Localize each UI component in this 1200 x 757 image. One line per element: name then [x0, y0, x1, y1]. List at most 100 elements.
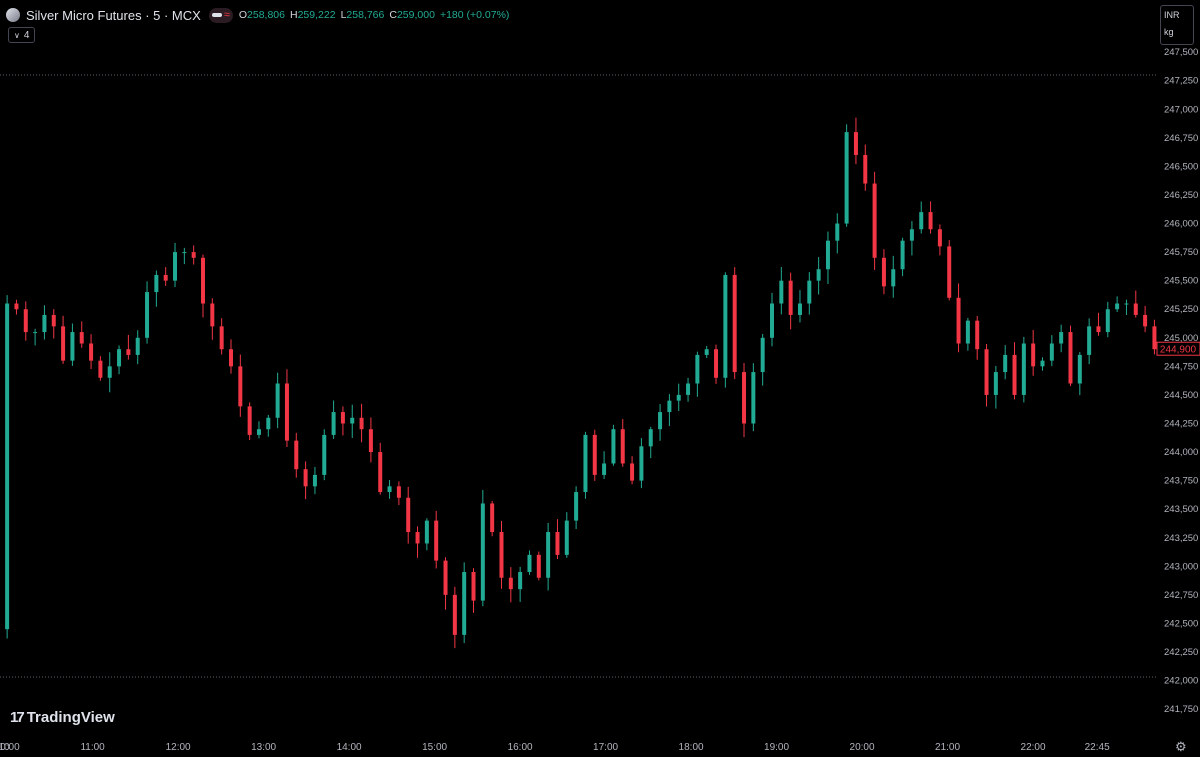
candle-body [1143, 314, 1148, 327]
price-tick-label: 245,000 [1164, 333, 1198, 344]
candle-body [1040, 360, 1045, 367]
status-tags[interactable]: ≈ [208, 7, 233, 23]
symbol-title[interactable]: Silver Micro Futures · 5 · MCX [26, 7, 201, 23]
candle-body [937, 229, 942, 247]
currency-label[interactable]: INR [1164, 10, 1180, 20]
candle-body [1003, 354, 1008, 373]
candle-body [639, 446, 644, 481]
candle-body [676, 394, 681, 401]
candle-body [742, 372, 747, 424]
candle-body [1133, 303, 1138, 315]
minus-icon [211, 13, 222, 17]
candle-body [266, 417, 271, 430]
price-tick-label: 246,250 [1164, 190, 1198, 201]
candle-body [574, 492, 579, 521]
candle-body [42, 314, 47, 333]
candle-body [191, 252, 196, 258]
candle-body [452, 594, 457, 635]
price-axis[interactable]: 241,750 242,000 242,250 242,500 242,750 243,0… [1164, 47, 1198, 715]
time-tick-label: 14:00 [337, 742, 362, 753]
indicators-toggle[interactable]: ∨ 4 [8, 27, 36, 43]
candle-body [602, 463, 607, 475]
candle-body [853, 132, 858, 155]
tradingview-logo[interactable]: 17 TradingView [10, 709, 115, 726]
candle-body [648, 429, 653, 447]
candle-body [816, 269, 821, 281]
candle-body [322, 434, 327, 475]
candle-body [965, 320, 970, 344]
candle-body [723, 274, 728, 378]
candle-body [368, 429, 373, 453]
time-tick-label: 16:00 [508, 742, 533, 753]
candle-body [732, 274, 737, 373]
candle-body [919, 212, 924, 230]
price-tick-label: 243,500 [1164, 504, 1198, 515]
candle-body [928, 212, 933, 230]
candle-body [583, 434, 588, 493]
candle-body [1049, 343, 1054, 361]
ohlc-open-label: O [238, 9, 248, 21]
candle-body [145, 292, 150, 338]
time-tick-label: 18:00 [679, 742, 704, 753]
candle-body [490, 503, 495, 533]
candle-body [630, 463, 635, 481]
candle-body [1152, 326, 1157, 350]
candle-body [173, 252, 178, 281]
candle-body [975, 320, 980, 350]
unit-label[interactable]: kg [1164, 27, 1174, 37]
candle-body [378, 452, 383, 493]
candle-body [499, 532, 504, 578]
candle-body [350, 417, 355, 424]
candle-body [256, 429, 261, 435]
candle-body [704, 349, 709, 355]
candle-body [312, 474, 317, 487]
candle-body [546, 532, 551, 578]
price-tick-label: 244,000 [1164, 447, 1198, 458]
candle-body [1031, 343, 1036, 367]
candle-body [23, 309, 28, 333]
candle-body [126, 349, 131, 355]
ohlc-open-value: 258,806 [247, 9, 285, 21]
candle-body [51, 314, 56, 327]
ohlc-close-value: 259,000 [396, 9, 435, 21]
candle-body [1059, 332, 1064, 344]
candle-body [5, 303, 10, 630]
candle-body [275, 383, 280, 418]
time-tick-label: 19:00 [764, 742, 789, 753]
candle-body [797, 303, 802, 315]
price-tick-label: 247,000 [1164, 104, 1198, 115]
candle-body [359, 417, 364, 430]
candle-body [769, 303, 774, 338]
price-tick-label: 245,750 [1164, 247, 1198, 258]
ohlc-high-value: 259,222 [297, 9, 336, 21]
candle-body [760, 337, 765, 373]
candle-body [303, 469, 308, 487]
ohlc-low-label: L [340, 9, 347, 21]
candle-body [70, 332, 75, 361]
axis-unit-box[interactable]: INR kg [1160, 5, 1194, 45]
candle-body [107, 366, 112, 378]
candle-body [219, 326, 224, 350]
candle-body [1115, 303, 1120, 310]
candle-body [89, 343, 94, 361]
price-tick-label: 243,000 [1164, 561, 1198, 572]
time-tick-label: 17:00 [593, 742, 618, 753]
candle-body [592, 434, 597, 475]
gear-icon[interactable]: ⚙ [1175, 739, 1187, 754]
candle-body [835, 223, 840, 241]
time-axis[interactable]: 1010:00 11:00 12:00 13:00 14:00 15:00 16:00 17:… [0, 742, 1110, 753]
last-price-badge: 244,900 [1160, 345, 1197, 356]
price-tick-label: 242,750 [1164, 590, 1198, 601]
candle-body [984, 349, 989, 395]
candle-body [462, 572, 467, 635]
time-tick-label: 13:00 [251, 742, 276, 753]
candle-body [480, 503, 485, 601]
candle-body [751, 372, 756, 424]
logo-text: TradingView [26, 709, 115, 726]
time-tick-label: 15:00 [422, 742, 447, 753]
price-tick-label: 242,000 [1164, 676, 1198, 687]
candle-body [872, 183, 877, 258]
candle-body [1012, 354, 1017, 395]
candle-body [406, 497, 411, 533]
